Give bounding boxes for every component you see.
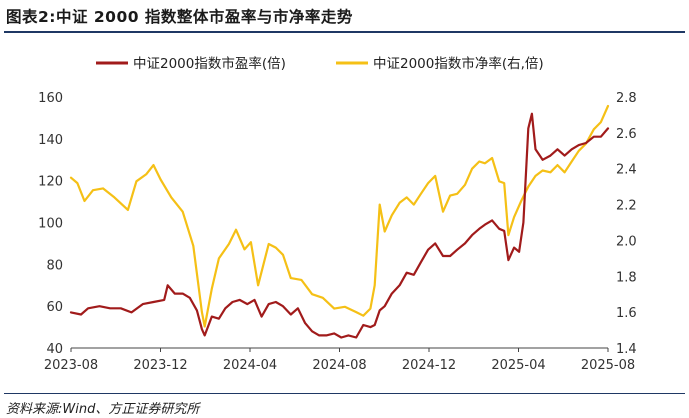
y-right-tick-label: 1.4 xyxy=(616,342,637,357)
x-tick-label: 2024-04 xyxy=(223,358,277,373)
y-right-tick-label: 1.8 xyxy=(616,270,637,285)
chart-series xyxy=(69,104,610,339)
footer-divider xyxy=(4,393,685,394)
y-right-tick-label: 1.6 xyxy=(616,306,637,321)
y-right-tick-label: 2.0 xyxy=(616,234,637,249)
x-tick-label: 2024-12 xyxy=(402,358,456,373)
y-left-tick-label: 60 xyxy=(46,300,63,315)
x-tick-label: 2024-08 xyxy=(312,358,366,373)
x-tick-label: 2025-04 xyxy=(491,358,545,373)
legend-label: 中证2000指数市净率(右,倍) xyxy=(373,55,544,72)
chart-axes: 40 60 80 100 120 140 160 1.4 1.6 1.8 2.0 2.2 2.4 2.6 2… xyxy=(38,91,637,373)
y-right-tick-label: 2.4 xyxy=(616,163,637,178)
pe-series-line xyxy=(69,112,610,339)
title-divider xyxy=(4,31,685,33)
source-note: 资料来源:Wind、方正证券研究所 xyxy=(6,402,200,417)
y-left-tick-label: 160 xyxy=(38,91,63,106)
y-right-tick-label: 2.2 xyxy=(616,199,637,214)
y-right-tick-label: 2.6 xyxy=(616,127,637,142)
y-left-tick-label: 100 xyxy=(38,217,63,232)
y-left-tick-label: 80 xyxy=(46,258,63,273)
chart-legend: 中证2000指数市盈率(倍) 中证2000指数市净率(右,倍) xyxy=(96,55,544,72)
x-tick-label: 2023-12 xyxy=(133,358,187,373)
x-tick-label: 2025-08 xyxy=(581,358,635,373)
y-left-tick-label: 40 xyxy=(46,342,63,357)
x-tick-label: 2023-08 xyxy=(44,358,98,373)
y-left-tick-label: 120 xyxy=(38,175,63,190)
legend-label: 中证2000指数市盈率(倍) xyxy=(133,55,286,72)
y-left-tick-label: 140 xyxy=(38,133,63,148)
y-right-tick-label: 2.8 xyxy=(616,91,637,106)
chart-title: 图表2:中证 2000 指数整体市盈率与市净率走势 xyxy=(6,8,353,26)
